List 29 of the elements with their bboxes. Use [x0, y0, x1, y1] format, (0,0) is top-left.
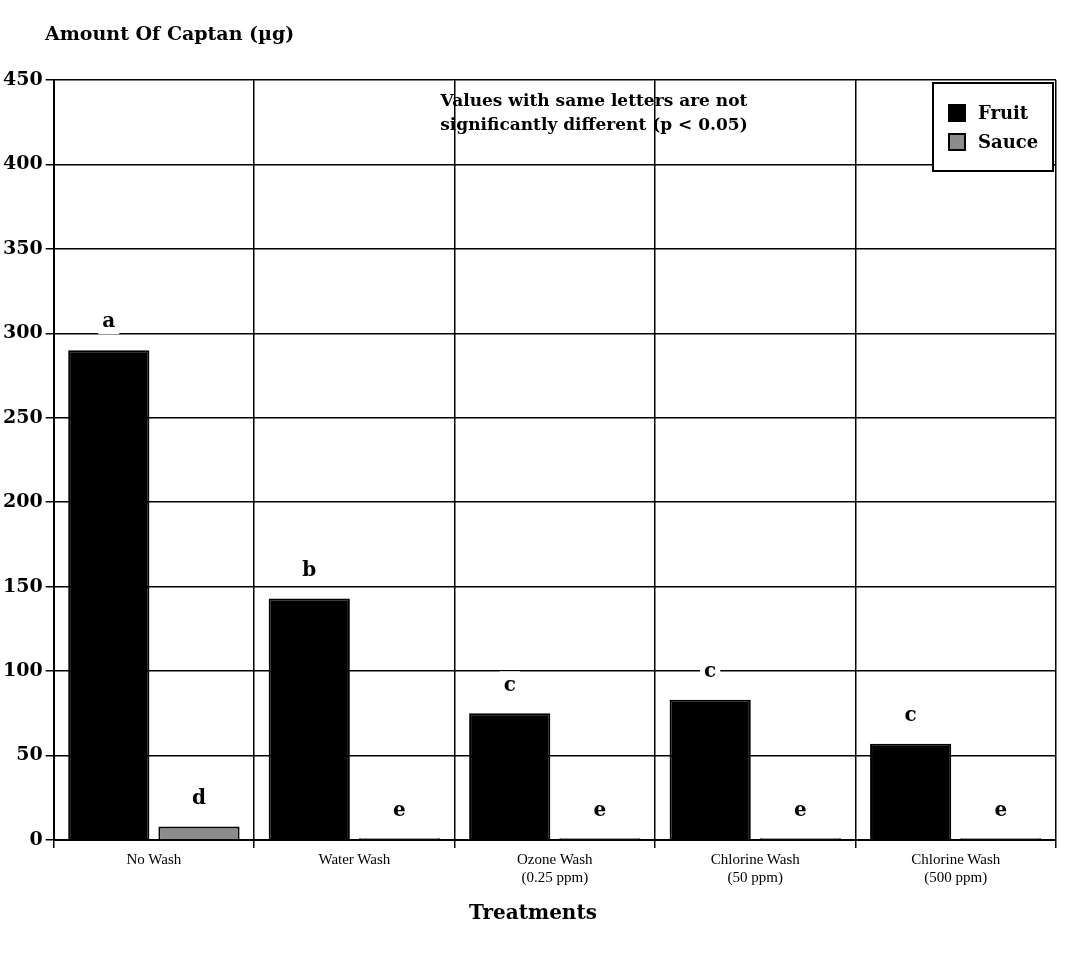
y-tick-label: 200	[2, 489, 43, 512]
y-tick-label: 450	[2, 66, 43, 89]
x-axis-title: Treatments	[468, 900, 598, 924]
y-tick-label: 350	[2, 235, 43, 258]
y-tick-label: 100	[2, 658, 43, 681]
x-tick-label: Chlorine Wash (500 ppm)	[911, 850, 1001, 886]
x-tick-label: No Wash	[126, 850, 182, 867]
data-label: e	[994, 796, 1008, 821]
x-tick-label: Water Wash	[318, 850, 391, 867]
y-tick-label: 400	[2, 151, 43, 174]
data-label: e	[794, 796, 807, 821]
data-label: d	[192, 784, 207, 809]
data-label: c	[704, 658, 717, 683]
legend-label: Sauce	[978, 131, 1039, 152]
legend-label: Fruit	[978, 102, 1029, 123]
data-label: a	[102, 308, 116, 333]
data-label: b	[302, 556, 317, 581]
y-tick-label: 300	[2, 320, 43, 343]
y-tick-label: 50	[16, 742, 43, 765]
y-tick-label: 150	[2, 573, 43, 596]
x-tick-label: Chlorine Wash (50 ppm)	[710, 850, 801, 886]
data-label: c	[904, 701, 917, 726]
x-tick-label: Ozone Wash (0.25 ppm)	[517, 850, 594, 886]
y-tick-label: 250	[2, 404, 43, 427]
data-label: e	[593, 796, 607, 821]
y-tick-label: 0	[29, 826, 43, 849]
data-label: c	[503, 671, 516, 696]
y-axis-title: Amount Of Captan (µg)	[45, 22, 295, 44]
data-label: e	[393, 796, 406, 821]
